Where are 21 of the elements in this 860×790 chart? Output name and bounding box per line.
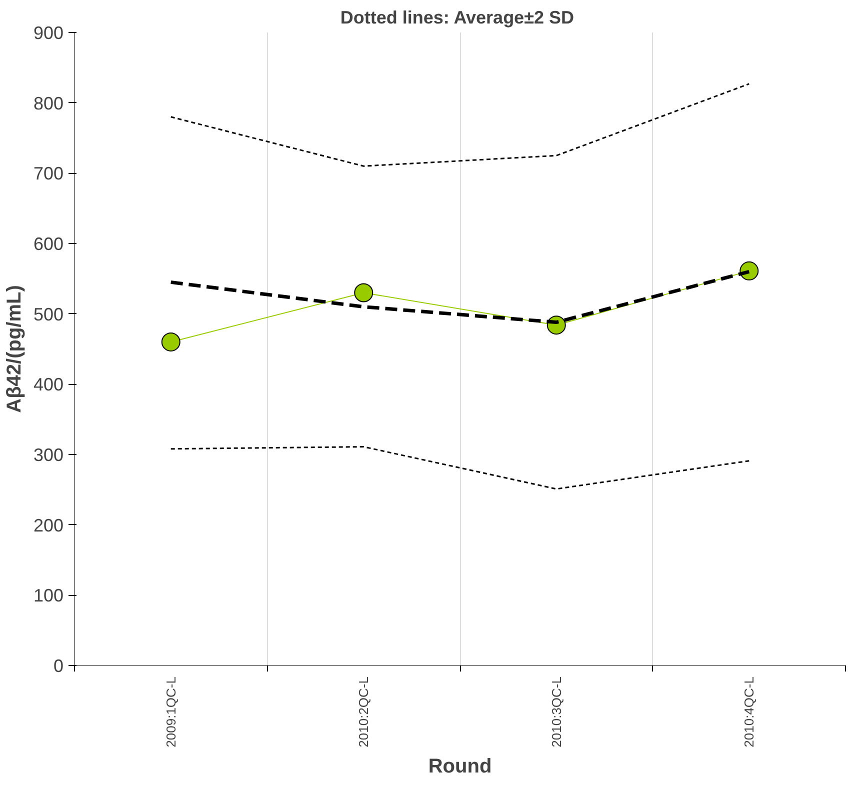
point <box>161 332 180 352</box>
chart-title: Dotted lines: Average±2 SD <box>340 8 574 28</box>
x-axis-title: Round <box>428 755 492 778</box>
x-tick-label: 2009:1QC-L <box>163 676 178 748</box>
x-tick-label: 2010:4QC-L <box>742 676 757 748</box>
y-tick-label: 500 <box>33 304 64 324</box>
line-series <box>170 83 750 167</box>
y-tick-label: 100 <box>33 586 64 606</box>
y-tick-label: 200 <box>33 515 64 536</box>
x-tick-label: 2010:3QC-L <box>548 676 564 748</box>
y-tick-label: 600 <box>33 234 64 254</box>
y-tick-label: 300 <box>33 445 64 465</box>
point <box>354 283 374 302</box>
y-axis-title: Aβ42/(pg/mL) <box>3 285 26 413</box>
y-tick-label: 800 <box>33 93 64 114</box>
y-tick-label: 400 <box>33 374 64 395</box>
line-series <box>170 446 750 490</box>
x-tick-label: 2010:2QC-L <box>356 676 372 748</box>
y-tick-label: 900 <box>33 23 64 43</box>
y-tick-label: 0 <box>53 656 64 676</box>
y-tick-label: 700 <box>33 164 64 184</box>
